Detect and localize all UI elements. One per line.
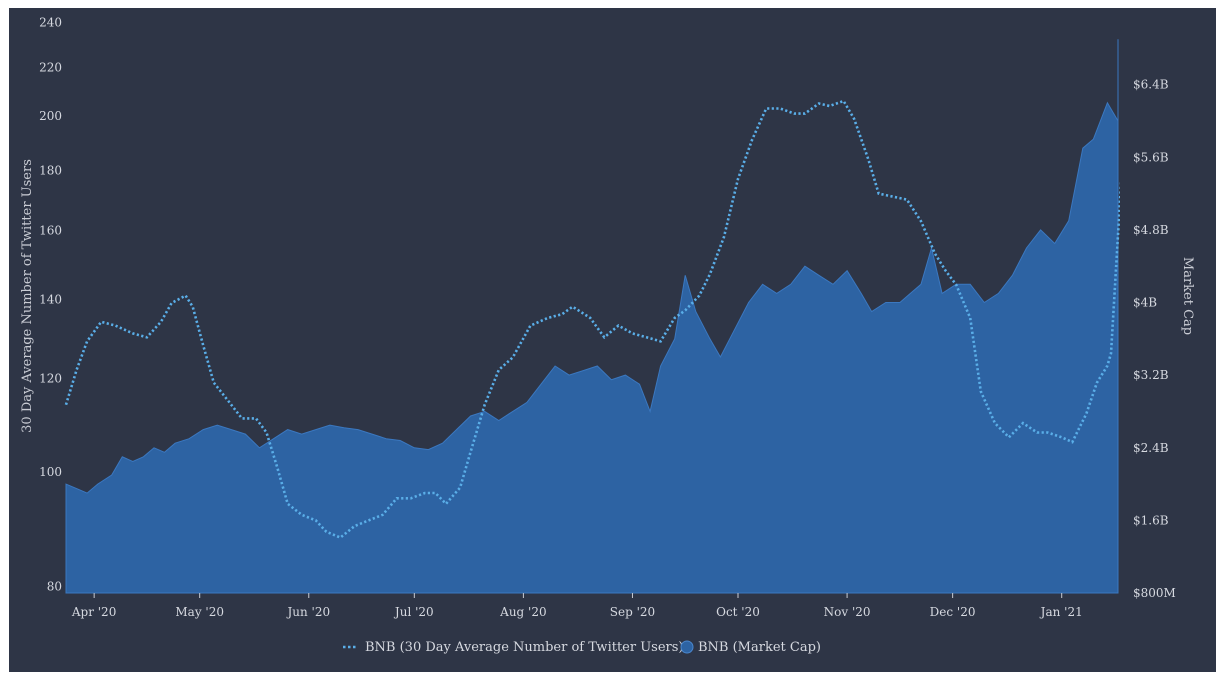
market-cap-area-layer: [65, 39, 1119, 594]
left-axis-ticks: 80 100 120 140 160 180 200 220 240: [39, 16, 62, 594]
right-tick-label: $5.6B: [1133, 150, 1169, 164]
right-tick-label: $800M: [1133, 586, 1176, 600]
right-tick-label: $6.4B: [1133, 78, 1169, 92]
legend: BNB (30 Day Average Number of Twitter Us…: [343, 640, 821, 655]
left-tick-label: 100: [39, 465, 62, 479]
market-cap-area: [65, 39, 1119, 594]
x-tick-label: Apr '20: [71, 605, 116, 619]
twitter-users-line: [64, 99, 1120, 540]
x-tick-label: Jul '20: [393, 605, 434, 619]
right-tick-label: $4B: [1133, 296, 1157, 310]
x-tick-label: Jan '21: [1039, 605, 1083, 619]
x-tick-label: Aug '20: [499, 605, 546, 619]
x-tick-label: Sep '20: [610, 605, 655, 619]
left-tick-label: 140: [39, 292, 62, 306]
left-tick-label: 80: [47, 580, 62, 594]
left-axis-title: 30 Day Average Number of Twitter Users: [20, 159, 35, 433]
right-axis-title: Market Cap: [1180, 257, 1195, 335]
left-tick-label: 240: [39, 16, 62, 30]
right-tick-label: $3.2B: [1133, 368, 1169, 382]
right-tick-label: $1.6B: [1133, 513, 1169, 527]
x-tick-label: Jun '20: [285, 605, 330, 619]
x-tick-label: May '20: [175, 605, 224, 619]
legend-twitter-users-label: BNB (30 Day Average Number of Twitter Us…: [365, 640, 684, 655]
twitter-users-line-layer: [64, 99, 1120, 540]
left-tick-label: 200: [39, 109, 62, 123]
left-tick-label: 120: [39, 371, 62, 385]
x-tick-label: Dec '20: [930, 605, 976, 619]
right-axis-ticks: $800M $1.6B $2.4B $3.2B $4B $4.8B $5.6B $6.4B: [1133, 78, 1176, 600]
right-tick-label: $4.8B: [1133, 223, 1169, 237]
x-axis-ticks: Apr '20 May '20 Jun '20 Jul '20 Aug '20 Sep '…: [71, 593, 1083, 619]
x-tick-label: Nov '20: [824, 605, 871, 619]
left-tick-label: 160: [39, 224, 62, 238]
legend-market-cap-label: BNB (Market Cap): [698, 640, 821, 655]
left-tick-label: 180: [39, 163, 62, 177]
right-tick-label: $2.4B: [1133, 441, 1169, 455]
legend-market-cap-marker: [680, 640, 694, 654]
x-tick-label: Oct '20: [716, 605, 760, 619]
left-tick-label: 220: [39, 60, 62, 74]
